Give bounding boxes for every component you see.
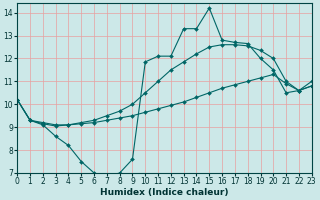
X-axis label: Humidex (Indice chaleur): Humidex (Indice chaleur) xyxy=(100,188,229,197)
